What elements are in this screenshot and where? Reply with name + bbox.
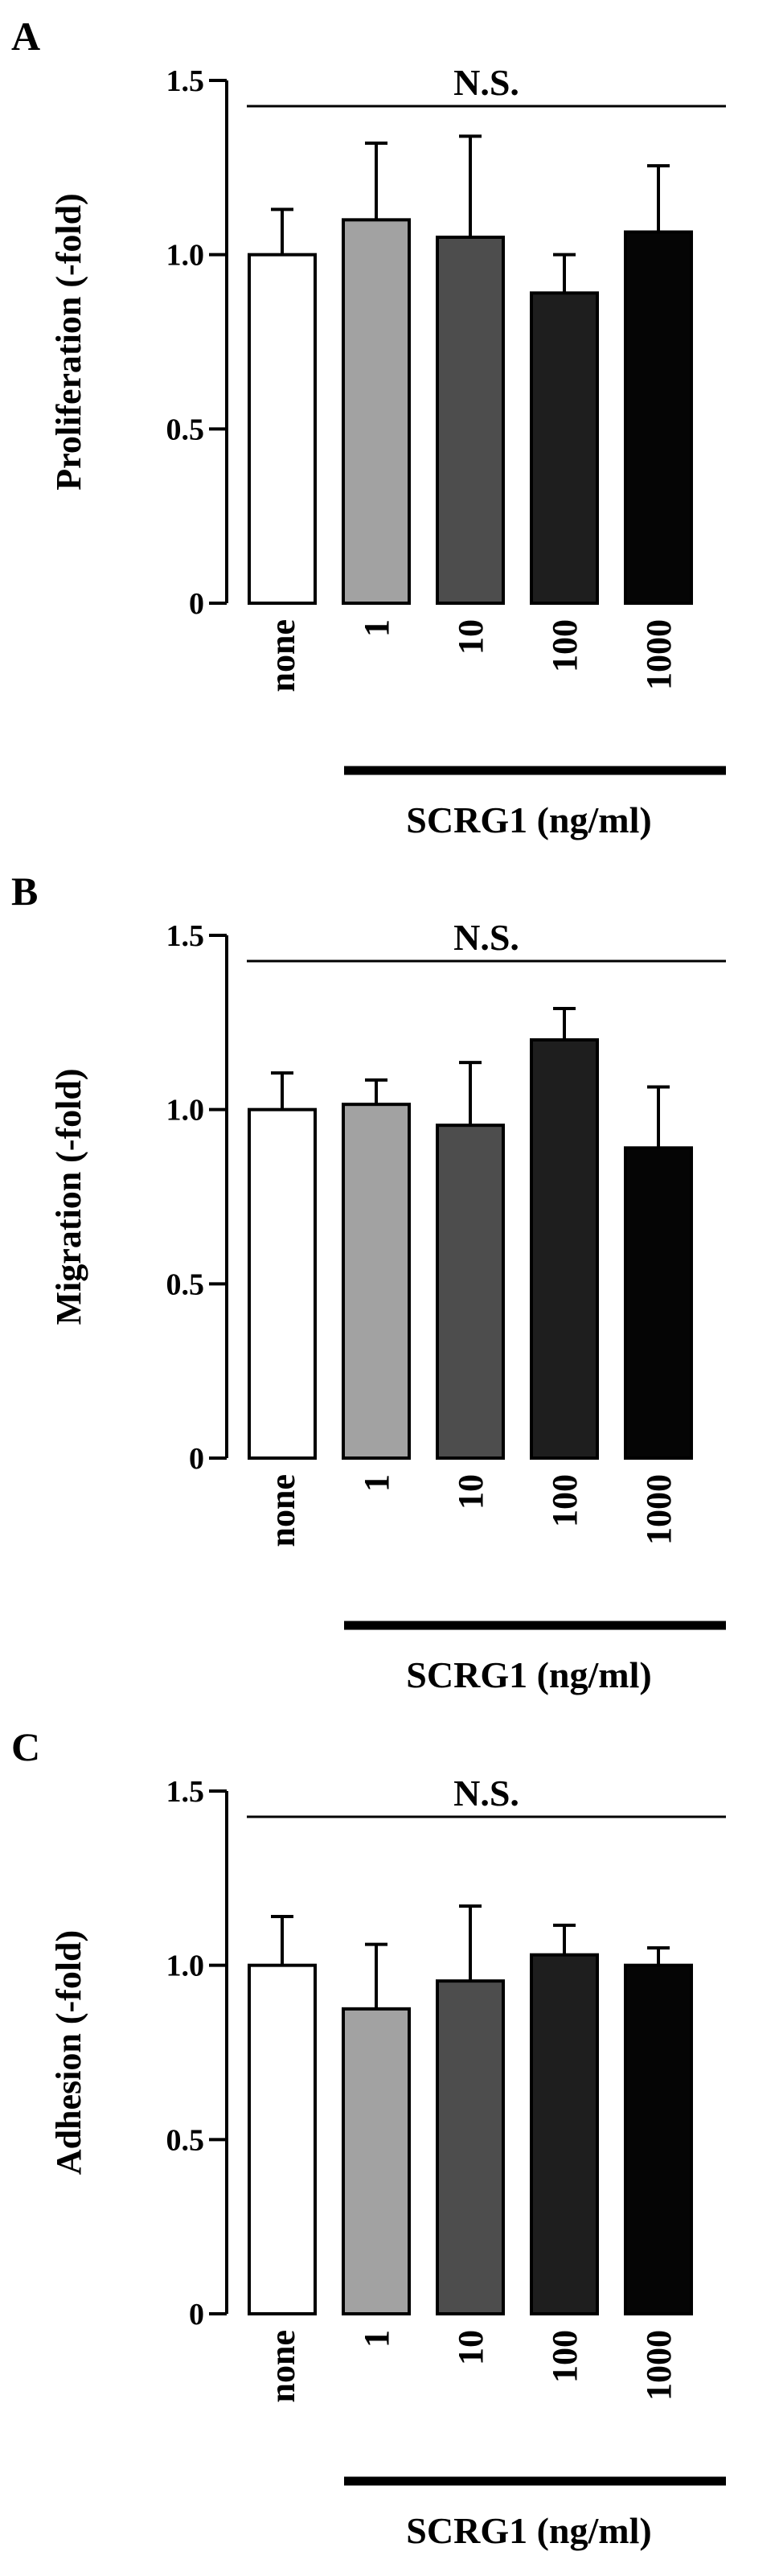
x-tick-label: none: [263, 1474, 302, 1547]
chart-panel-b: B 0 0.5 1.0 1.5 Migration (-fold) N.S. none 1 10 1…: [11, 869, 726, 1695]
x-tick-label: 1: [357, 1474, 396, 1492]
panel-letter: A: [11, 14, 40, 59]
y-tick-label: 0: [189, 1442, 204, 1476]
y-tick-label: 1.0: [166, 1949, 205, 1983]
x-tick-label: none: [263, 619, 302, 692]
bar-1: [342, 2007, 411, 2315]
y-tick-label: 1.5: [166, 64, 205, 98]
bar-1000: [624, 1146, 693, 1460]
y-tick-label: 1.5: [166, 1775, 205, 1809]
significance-label: N.S.: [453, 62, 519, 103]
x-tick-label: 10: [451, 1474, 490, 1510]
bar-1: [342, 1103, 411, 1460]
significance-label: N.S.: [453, 1773, 519, 1814]
bar-none: [248, 253, 317, 605]
bar-10: [436, 236, 505, 605]
x-tick-label: 10: [451, 2330, 490, 2365]
x-tick-label: none: [263, 2330, 302, 2402]
treatment-label: SCRG1 (ng/ml): [406, 2510, 651, 2551]
chart-panel-a: A 0 0.5 1.0 1.5 Proliferation (-fold) N.S. none…: [11, 14, 726, 840]
x-tick-label: 1000: [639, 2330, 679, 2401]
y-tick-label: 0: [189, 2298, 204, 2332]
y-axis-label: Migration (-fold): [49, 1069, 88, 1325]
y-axis-label: Proliferation (-fold): [49, 193, 88, 490]
y-tick-label: 0.5: [166, 1267, 205, 1301]
treatment-label: SCRG1 (ng/ml): [406, 799, 651, 840]
x-tick-label: 10: [451, 619, 490, 655]
significance-label: N.S.: [453, 917, 519, 958]
x-tick-label: 1: [357, 2330, 396, 2348]
panel-letter: C: [11, 1724, 40, 1769]
bar-10: [436, 1124, 505, 1460]
bar-1000: [624, 1963, 693, 2315]
y-tick-label: 0: [189, 587, 204, 621]
bar-10: [436, 1979, 505, 2315]
y-tick-label: 1.0: [166, 239, 205, 273]
bar-none: [248, 1963, 317, 2315]
y-axis-label: Adhesion (-fold): [49, 1930, 88, 2175]
bar-100: [530, 1038, 599, 1460]
y-tick-label: 1.5: [166, 919, 205, 953]
bar-none: [248, 1107, 317, 1460]
y-tick-label: 0.5: [166, 413, 205, 446]
bar-100: [530, 1953, 599, 2315]
x-tick-label: 100: [545, 619, 584, 672]
bar-1000: [624, 230, 693, 605]
panel-letter: B: [11, 869, 38, 914]
y-tick-label: 0.5: [166, 2123, 205, 2157]
x-tick-label: 100: [545, 1474, 584, 1527]
y-tick-label: 1.0: [166, 1094, 205, 1128]
chart-panel-c: C 0 0.5 1.0 1.5 Adhesion (-fold) N.S. none 1 10 10…: [11, 1724, 726, 2551]
x-tick-label: 1: [357, 619, 396, 637]
x-tick-label: 100: [545, 2330, 584, 2383]
treatment-label: SCRG1 (ng/ml): [406, 1654, 651, 1695]
bar-100: [530, 291, 599, 605]
x-tick-label: 1000: [639, 1474, 679, 1545]
bar-1: [342, 218, 411, 605]
x-tick-label: 1000: [639, 619, 679, 690]
